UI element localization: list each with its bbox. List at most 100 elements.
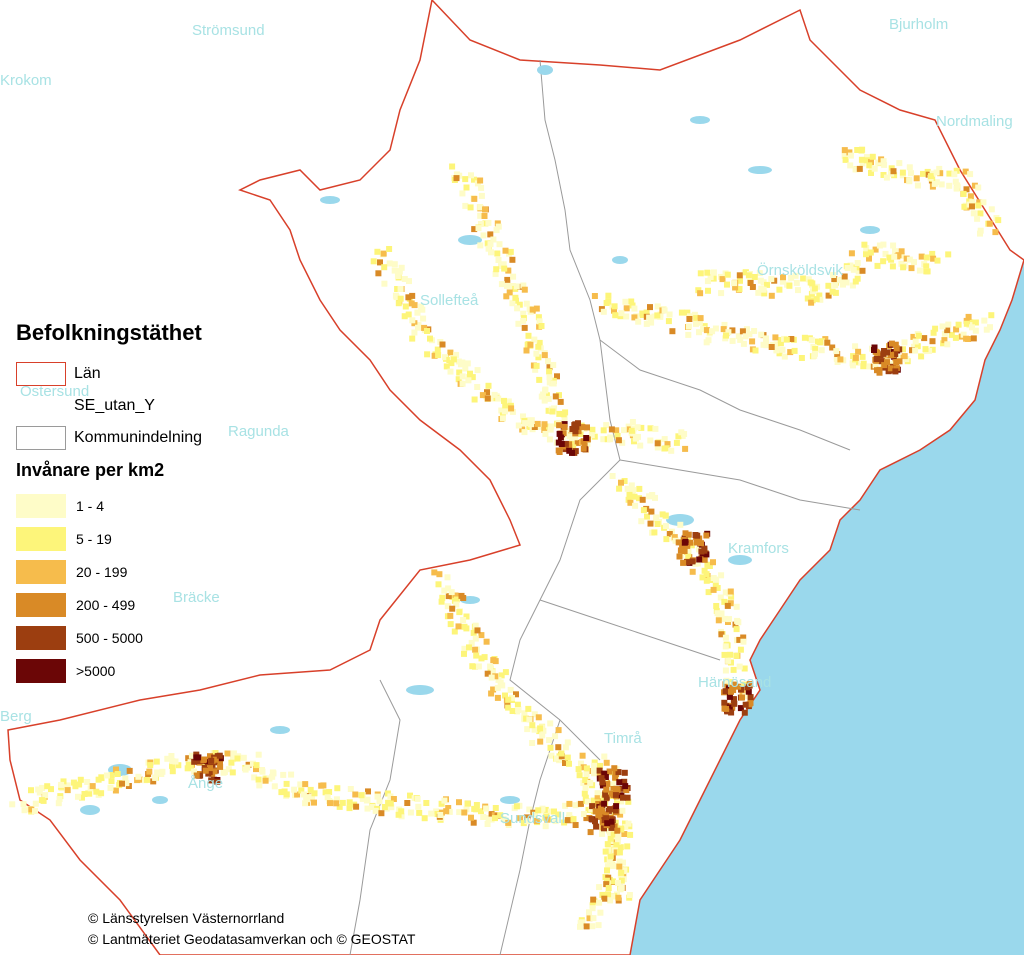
density-cell — [387, 793, 394, 800]
density-cell-urban — [592, 818, 598, 825]
density-cell-urban — [893, 359, 900, 365]
density-cell — [777, 337, 784, 343]
density-cell — [443, 808, 450, 815]
density-cell-urban — [609, 822, 616, 829]
density-cell-urban — [742, 701, 749, 708]
density-cell — [869, 153, 876, 160]
density-cell — [740, 634, 747, 641]
density-cell — [945, 251, 952, 258]
density-cell — [585, 798, 591, 805]
density-cell — [441, 797, 448, 804]
density-cell — [961, 203, 968, 210]
density-cell-urban — [604, 820, 611, 827]
density-cell — [555, 811, 562, 818]
density-cell — [988, 312, 995, 319]
density-cell — [855, 348, 862, 355]
density-cell — [643, 309, 650, 316]
density-cell — [446, 357, 453, 363]
density-cell — [914, 343, 921, 350]
density-cell — [397, 295, 404, 302]
density-cell — [739, 328, 746, 335]
density-cell — [758, 331, 765, 338]
density-cell — [554, 373, 560, 380]
density-cell-urban — [728, 709, 735, 716]
density-cell — [682, 445, 689, 452]
density-cell-urban — [876, 369, 883, 376]
density-cell-urban — [679, 543, 686, 550]
density-cell — [555, 727, 562, 734]
density-cell — [728, 593, 735, 600]
density-cell — [995, 217, 1002, 224]
density-cell — [575, 766, 582, 773]
density-cell — [169, 768, 176, 775]
density-cell — [617, 844, 624, 851]
density-cell — [880, 241, 887, 248]
density-cell-urban — [874, 349, 881, 356]
density-cell — [543, 392, 550, 399]
density-cell-urban — [566, 447, 573, 454]
density-cell — [108, 772, 115, 778]
density-cell — [822, 336, 829, 343]
density-cell — [408, 300, 415, 307]
density-cell — [539, 805, 546, 812]
density-cell — [591, 293, 598, 299]
density-cell — [618, 869, 625, 876]
density-cell — [938, 181, 945, 188]
density-cell — [623, 305, 630, 312]
legend-item-kommunindelning: Kommunindelning — [16, 422, 256, 454]
density-cell — [259, 768, 266, 775]
density-cell-urban — [191, 758, 198, 765]
density-cell — [952, 334, 959, 341]
density-cell — [513, 691, 519, 698]
density-cell — [960, 331, 967, 338]
density-cell — [881, 161, 888, 168]
density-cell — [715, 617, 722, 624]
density-cell — [472, 646, 479, 653]
density-cell — [891, 253, 898, 260]
density-cell — [463, 184, 470, 191]
density-cell — [253, 762, 260, 769]
density-cell — [965, 313, 972, 320]
density-cell — [986, 220, 993, 227]
density-cell-urban — [730, 696, 737, 703]
density-cell — [975, 202, 982, 209]
density-cell — [447, 368, 454, 375]
density-cell — [298, 787, 305, 794]
density-cell-urban — [701, 556, 708, 563]
density-cell — [992, 229, 999, 236]
density-cell — [854, 275, 861, 282]
density-cell-urban — [217, 763, 224, 770]
density-cell — [630, 487, 636, 494]
density-cell — [831, 276, 838, 283]
density-cell — [819, 338, 825, 345]
density-cell — [607, 835, 614, 842]
density-cell — [736, 286, 743, 292]
legend-density-title: Invånare per km2 — [16, 460, 165, 480]
density-cell — [605, 891, 612, 898]
density-cell — [872, 362, 879, 369]
density-cell — [307, 786, 314, 793]
density-cell — [184, 765, 191, 772]
density-cell-urban — [684, 559, 691, 566]
density-cell — [471, 805, 478, 812]
density-cell-urban — [208, 757, 215, 764]
density-cell — [497, 812, 504, 819]
density-cell — [618, 310, 625, 317]
density-cell — [20, 801, 27, 808]
density-cell — [783, 336, 790, 343]
density-cell — [654, 303, 661, 310]
density-cell — [713, 603, 720, 609]
density-cell — [609, 781, 616, 788]
density-cell — [9, 801, 16, 808]
density-cell-urban — [881, 348, 887, 354]
density-cell — [632, 435, 639, 442]
density-cell — [505, 398, 512, 405]
density-cell — [760, 286, 767, 293]
density-cell — [435, 581, 442, 588]
density-cell — [773, 341, 780, 348]
density-cell — [704, 269, 711, 276]
density-cell — [615, 894, 622, 901]
density-cell-urban — [207, 765, 213, 772]
